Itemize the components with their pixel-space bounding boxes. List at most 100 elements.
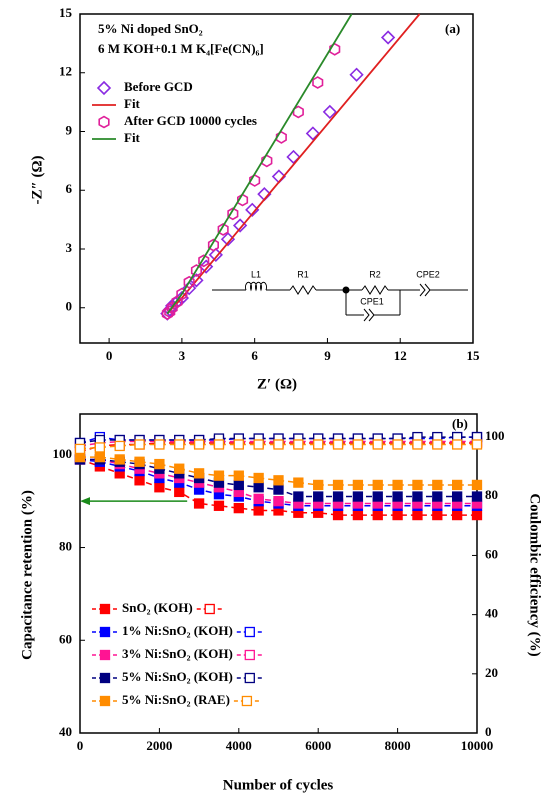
point	[329, 42, 341, 56]
point	[154, 482, 165, 493]
circuit-label: CPE2	[416, 269, 440, 279]
point	[233, 439, 244, 450]
y2-tick-label: 0	[485, 724, 492, 739]
point	[134, 456, 145, 467]
point	[305, 126, 321, 141]
circuit-label: CPE1	[360, 296, 384, 306]
point	[74, 443, 86, 455]
x-axis-label: Number of cycles	[223, 777, 334, 793]
point	[273, 475, 284, 486]
point	[451, 439, 463, 450]
series-line	[79, 440, 477, 447]
point	[392, 509, 403, 521]
x-tick-label: 10000	[461, 738, 494, 753]
y-tick-label: 3	[66, 240, 73, 255]
x-tick-label: 3	[179, 348, 186, 363]
y-tick-label: 6	[66, 181, 73, 196]
point	[372, 439, 383, 450]
point	[432, 479, 443, 491]
point	[213, 439, 225, 450]
point	[432, 491, 443, 502]
title: 5% Ni doped SnO₂	[98, 21, 203, 36]
x-tick-label: 6	[251, 348, 258, 363]
point	[176, 287, 188, 301]
x-axis-label: Z′ (Ω)	[257, 376, 297, 392]
legend-label: Before GCD	[124, 79, 193, 94]
y2-tick-label: 60	[485, 546, 498, 561]
point	[352, 439, 364, 450]
point	[193, 439, 205, 450]
point	[392, 479, 403, 491]
point	[249, 174, 261, 187]
x-tick-label: 8000	[385, 738, 411, 753]
legend-marker	[96, 80, 112, 96]
x-tick-label: 9	[324, 348, 331, 363]
legend-marker	[99, 626, 111, 638]
plot-frame	[79, 13, 474, 344]
point	[114, 454, 125, 465]
legend-label: After GCD 10000 cycles	[124, 113, 257, 128]
point	[332, 491, 344, 502]
point	[273, 484, 284, 495]
point	[253, 439, 264, 450]
panel-label: (a)	[445, 21, 460, 36]
point	[432, 439, 443, 450]
point	[154, 439, 165, 450]
point	[412, 509, 423, 521]
x-tick-label: 0	[77, 738, 84, 753]
point	[233, 470, 244, 481]
point	[94, 451, 105, 463]
point	[154, 458, 165, 470]
x-tick-label: 12	[394, 348, 407, 363]
y-tick-label: 100	[53, 446, 73, 461]
point	[253, 472, 264, 484]
point	[114, 440, 125, 452]
legend-label: 1% Ni:SnO₂ (KOH)	[122, 623, 233, 638]
point	[166, 301, 178, 315]
point	[293, 477, 304, 488]
y-tick-label: 12	[59, 64, 72, 79]
series-line	[79, 442, 477, 453]
series-line	[79, 436, 477, 444]
legend-marker	[99, 649, 111, 661]
point	[392, 439, 403, 450]
point	[134, 475, 145, 486]
series-line	[79, 436, 477, 444]
series-line	[79, 458, 477, 516]
x-tick-label: 0	[106, 348, 113, 363]
point	[313, 479, 324, 491]
point	[207, 238, 219, 252]
plot-frame	[79, 413, 478, 734]
x-tick-label: 6000	[305, 738, 331, 753]
legend-label: 3% Ni:SnO₂ (KOH)	[122, 646, 233, 661]
y-axis-label: Capacitance retention (%)	[19, 490, 35, 660]
point	[451, 509, 463, 521]
circuit-label: R1	[297, 269, 309, 279]
circuit	[212, 281, 468, 322]
point	[412, 479, 423, 491]
point	[313, 491, 324, 502]
point	[471, 439, 483, 450]
y2-tick-label: 40	[485, 606, 498, 621]
legend-marker	[241, 695, 253, 707]
y2-tick-label: 100	[485, 428, 505, 443]
point	[313, 439, 324, 450]
point	[392, 491, 403, 502]
legend-marker	[244, 672, 255, 684]
legend-marker	[99, 695, 111, 707]
point	[312, 76, 324, 89]
legend-label: Fit	[124, 96, 141, 111]
legend-marker	[204, 603, 215, 615]
point	[253, 505, 264, 516]
point	[352, 479, 364, 491]
point	[233, 502, 244, 514]
point	[253, 493, 264, 505]
point	[275, 130, 287, 144]
legend-marker	[99, 603, 111, 615]
y-tick-label: 0	[66, 299, 73, 314]
y-tick-label: 40	[59, 724, 72, 739]
point	[372, 509, 383, 521]
point	[174, 463, 185, 474]
y2-axis-label: Coulombic efficiency (%)	[527, 493, 543, 656]
